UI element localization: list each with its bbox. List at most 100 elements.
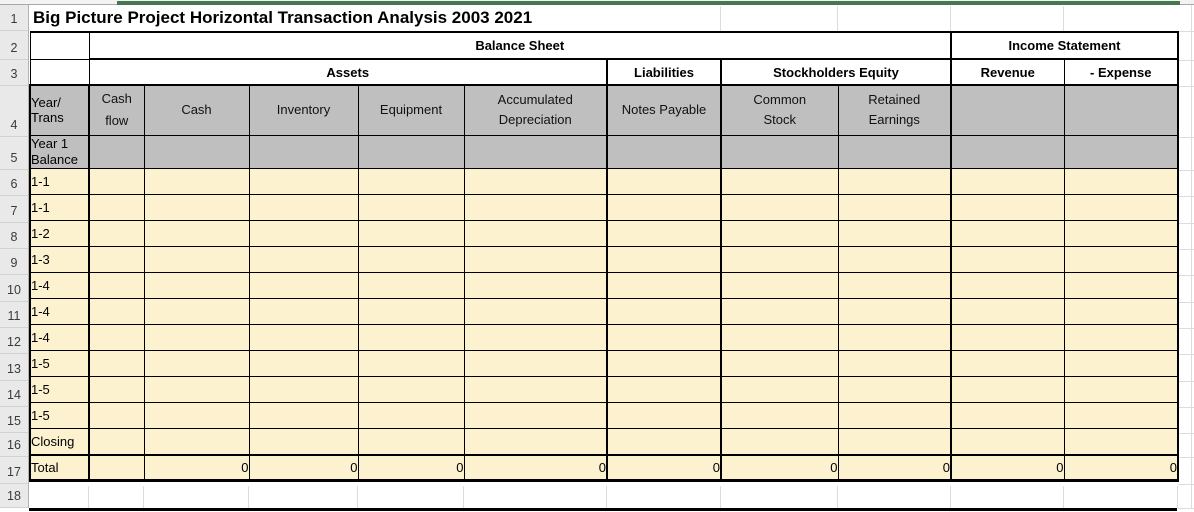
cell[interactable]: [1063, 376, 1179, 403]
cell[interactable]: [606, 272, 722, 299]
cell[interactable]: [143, 246, 250, 273]
cell[interactable]: [606, 134, 722, 169]
cell[interactable]: [950, 402, 1065, 429]
cell[interactable]: [248, 428, 359, 455]
cell[interactable]: [1063, 168, 1179, 195]
row-number-17[interactable]: 17: [0, 457, 28, 484]
row-label-cell[interactable]: 1-5: [29, 350, 90, 377]
cell[interactable]: [950, 84, 1065, 136]
cell[interactable]: [606, 194, 722, 221]
cell[interactable]: [837, 298, 952, 325]
cell[interactable]: [88, 350, 145, 377]
cell[interactable]: [248, 350, 359, 377]
cell[interactable]: [950, 220, 1065, 247]
cell[interactable]: [463, 402, 608, 429]
cell[interactable]: [1063, 272, 1179, 299]
col-header-cash-flow[interactable]: Cash flow: [88, 84, 145, 136]
cell[interactable]: [143, 220, 250, 247]
cell[interactable]: [88, 376, 145, 403]
cell[interactable]: [720, 350, 839, 377]
cell[interactable]: [720, 272, 839, 299]
cell[interactable]: [357, 134, 465, 169]
row-label-cell[interactable]: 1-1: [29, 168, 90, 195]
cell[interactable]: [248, 246, 359, 273]
cell[interactable]: [88, 194, 145, 221]
cell[interactable]: [720, 402, 839, 429]
cell[interactable]: [720, 194, 839, 221]
cell[interactable]: [1063, 324, 1179, 351]
col-header-notes-payable[interactable]: Notes Payable: [606, 84, 722, 136]
cell[interactable]: [143, 376, 250, 403]
total-retained-earnings[interactable]: 0: [837, 453, 952, 482]
total-notes-payable[interactable]: 0: [606, 453, 722, 482]
cell[interactable]: [606, 168, 722, 195]
cell[interactable]: [950, 428, 1065, 455]
cell[interactable]: [143, 272, 250, 299]
cell[interactable]: [88, 402, 145, 429]
cell[interactable]: [837, 428, 952, 455]
cell[interactable]: [463, 134, 608, 169]
cell[interactable]: [720, 220, 839, 247]
row-number-7[interactable]: 7: [0, 196, 28, 223]
cell[interactable]: [143, 402, 250, 429]
cell[interactable]: [248, 220, 359, 247]
cell[interactable]: [606, 298, 722, 325]
cell[interactable]: [1063, 350, 1179, 377]
cell[interactable]: [143, 298, 250, 325]
total-label-cell[interactable]: Total: [29, 453, 90, 482]
cell[interactable]: [606, 324, 722, 351]
col-header-accumulated-depreciation[interactable]: Accumulated Depreciation: [463, 84, 608, 136]
cell[interactable]: [463, 376, 608, 403]
cell[interactable]: [143, 324, 250, 351]
row-label-cell[interactable]: 1-2: [29, 220, 90, 247]
cell[interactable]: [463, 324, 608, 351]
col-header-year-trans[interactable]: Year/ Trans: [29, 84, 90, 136]
total-revenue[interactable]: 0: [950, 453, 1065, 482]
cell[interactable]: [950, 272, 1065, 299]
cell[interactable]: [357, 168, 465, 195]
row-number-4[interactable]: 4: [0, 86, 28, 137]
cell[interactable]: [837, 402, 952, 429]
cell[interactable]: [837, 376, 952, 403]
row-number-12[interactable]: 12: [0, 328, 28, 354]
total-inventory[interactable]: 0: [248, 453, 359, 482]
total-equipment[interactable]: 0: [357, 453, 465, 482]
row-label-cell[interactable]: 1-1: [29, 194, 90, 221]
cell[interactable]: [88, 453, 145, 482]
col-header-equipment[interactable]: Equipment: [357, 84, 465, 136]
cell[interactable]: [357, 324, 465, 351]
expense-header[interactable]: - Expense: [1063, 58, 1179, 86]
cell[interactable]: [357, 376, 465, 403]
cell[interactable]: [88, 324, 145, 351]
opening-balance-label[interactable]: Year 1 Balance: [29, 134, 90, 169]
cell[interactable]: [837, 134, 952, 169]
cell[interactable]: [950, 324, 1065, 351]
cell[interactable]: [357, 246, 465, 273]
cell[interactable]: [720, 134, 839, 169]
cell[interactable]: [248, 168, 359, 195]
cell[interactable]: [357, 298, 465, 325]
cell[interactable]: [1063, 84, 1179, 136]
cell[interactable]: [357, 428, 465, 455]
cell[interactable]: [248, 134, 359, 169]
cell[interactable]: [720, 168, 839, 195]
row-number-10[interactable]: 10: [0, 275, 28, 302]
cell[interactable]: [606, 220, 722, 247]
row-number-13[interactable]: 13: [0, 354, 28, 381]
cell[interactable]: [357, 194, 465, 221]
cell[interactable]: [720, 428, 839, 455]
cell[interactable]: [950, 168, 1065, 195]
cell-empty[interactable]: [29, 58, 90, 86]
cell[interactable]: [837, 168, 952, 195]
cell[interactable]: [837, 220, 952, 247]
row-label-cell[interactable]: 1-4: [29, 272, 90, 299]
cell[interactable]: [720, 298, 839, 325]
balance-sheet-header[interactable]: Balance Sheet: [88, 31, 952, 60]
cell[interactable]: [837, 194, 952, 221]
row-label-cell[interactable]: 1-5: [29, 376, 90, 403]
cell[interactable]: [606, 246, 722, 273]
cell[interactable]: [1063, 220, 1179, 247]
cell[interactable]: [88, 246, 145, 273]
cell[interactable]: [88, 168, 145, 195]
col-header-inventory[interactable]: Inventory: [248, 84, 359, 136]
